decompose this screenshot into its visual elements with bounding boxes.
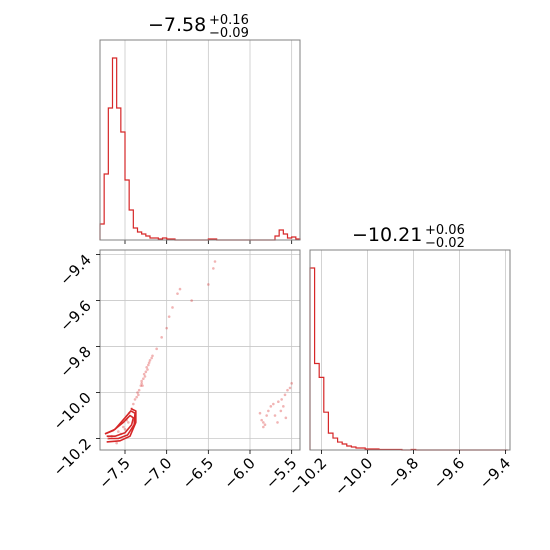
- scatter-point: [286, 388, 289, 392]
- scatter-point: [283, 393, 287, 397]
- scatter-point: [133, 398, 137, 401]
- scatter-y-tick-label: −10.2: [50, 435, 95, 480]
- scatter-point: [146, 368, 149, 371]
- contour-lines: [104, 407, 137, 443]
- scatter-point: [212, 267, 215, 270]
- hist-2-x-ticks: −10.2 −10.0 −9.8 −9.6 −9.4: [285, 450, 514, 499]
- scatter-point: [137, 388, 141, 392]
- scatter-point: [160, 336, 163, 339]
- scatter-point: [178, 287, 182, 291]
- scatter-point: [140, 379, 143, 383]
- hist-1-title-median: −7.58: [148, 14, 206, 36]
- scatter-y-tick-label: −9.8: [56, 343, 94, 381]
- scatter-point: [263, 423, 267, 427]
- scatter-point: [135, 395, 138, 399]
- scatter-point: [262, 421, 265, 424]
- scatter-point: [142, 372, 146, 376]
- scatter-point: [276, 421, 279, 424]
- hist-2-title-minus: −0.02: [425, 236, 465, 251]
- hist-1-steps: [99, 57, 301, 241]
- scatter-point: [147, 363, 150, 367]
- scatter-point: [145, 365, 148, 369]
- scatter-point: [213, 260, 217, 263]
- hist-2-x-tick-label: −10.0: [331, 454, 376, 499]
- hist-panel-1: −7.58 +0.16 −0.09: [99, 9, 301, 244]
- scatter-point: [143, 375, 147, 378]
- contour-line: [104, 410, 136, 440]
- scatter-point: [122, 425, 125, 429]
- scatter-point: [258, 411, 262, 415]
- scatter-y-tick-label: −9.6: [56, 297, 94, 335]
- scatter-point: [282, 405, 285, 408]
- scatter-point: [155, 347, 158, 351]
- hist-1-title: −7.58 +0.16 −0.09: [148, 9, 254, 41]
- scatter-point: [290, 382, 293, 385]
- scatter-point: [139, 384, 143, 387]
- scatter-grid: [100, 250, 300, 450]
- scatter-x-tick-label: −7.5: [95, 454, 133, 492]
- scatter-point: [132, 402, 135, 406]
- contour-line: [106, 407, 137, 443]
- hist-1-frame: [99, 39, 301, 241]
- hist-2-title-median: −10.21: [352, 224, 422, 246]
- scatter-point: [165, 326, 168, 330]
- scatter-point: [142, 377, 145, 381]
- scatter-point: [141, 384, 144, 387]
- scatter-point: [262, 425, 265, 429]
- hist-2-title: −10.21 +0.06 −0.02: [352, 219, 470, 251]
- scatter-point: [280, 398, 283, 401]
- scatter-point: [127, 421, 130, 424]
- scatter-point: [273, 414, 277, 417]
- scatter-x-tick-label: −6.5: [179, 454, 217, 492]
- scatter-x-tick-label: −7.0: [137, 454, 175, 492]
- scatter-y-tick-label: −9.4: [56, 251, 94, 289]
- scatter-x-tick-label: −6.0: [220, 454, 258, 492]
- scatter-point: [288, 386, 292, 390]
- scatter-point: [136, 391, 139, 394]
- scatter-point: [267, 409, 270, 413]
- scatter-point: [150, 356, 153, 360]
- scatter-point: [115, 441, 118, 445]
- scatter-point: [123, 428, 127, 431]
- hist-2-steps: [309, 267, 508, 451]
- scatter-point: [147, 361, 151, 364]
- hist-2-x-tick-label: −9.6: [430, 454, 468, 492]
- hist-1-title-plus: +0.16: [209, 13, 249, 28]
- scatter-point: [137, 393, 140, 397]
- scatter-point: [117, 430, 120, 433]
- scatter-point: [140, 382, 143, 385]
- scatter-point: [171, 306, 174, 309]
- scatter-point: [144, 370, 148, 374]
- scatter-x-ticks: −7.5 −7.0 −6.5 −6.0 −5.5: [95, 450, 300, 493]
- scatter-point: [167, 315, 171, 318]
- scatter-point: [260, 418, 263, 422]
- scatter-panel: −7.5 −7.0 −6.5 −6.0 −5.5 −10.2−10.0−9.8−9.6−…: [50, 249, 301, 493]
- scatter-point: [190, 299, 193, 302]
- scatter-point: [265, 414, 268, 417]
- hist-1-title-minus: −0.09: [209, 26, 249, 41]
- scatter-point: [269, 405, 273, 408]
- hist-2-x-tick-label: −9.4: [476, 454, 514, 492]
- scatter-point: [176, 292, 179, 295]
- hist-2-x-tick-label: −9.8: [384, 454, 422, 492]
- hist-2-grid: [321, 250, 506, 450]
- hist-2-frame: [309, 249, 511, 451]
- scatter-point: [151, 354, 154, 358]
- scatter-y-ticks: −10.2−10.0 −9.8 −9.6 −9.4: [50, 251, 100, 480]
- scatter-point: [207, 283, 210, 286]
- hist-panel-2: −10.2 −10.0 −9.8 −9.6 −9.4 −10.21 +0.06 −0.0…: [285, 219, 514, 499]
- scatter-frame: [99, 249, 301, 451]
- scatter-point: [284, 416, 288, 420]
- scatter-point: [272, 402, 275, 406]
- scatter-point: [148, 359, 152, 362]
- scatter-point: [279, 409, 283, 413]
- hist-1-grid: [124, 40, 293, 244]
- scatter-y-tick-label: −10.0: [50, 389, 95, 434]
- hist-2-title-plus: +0.06: [425, 223, 465, 238]
- scatter-point: [277, 400, 280, 404]
